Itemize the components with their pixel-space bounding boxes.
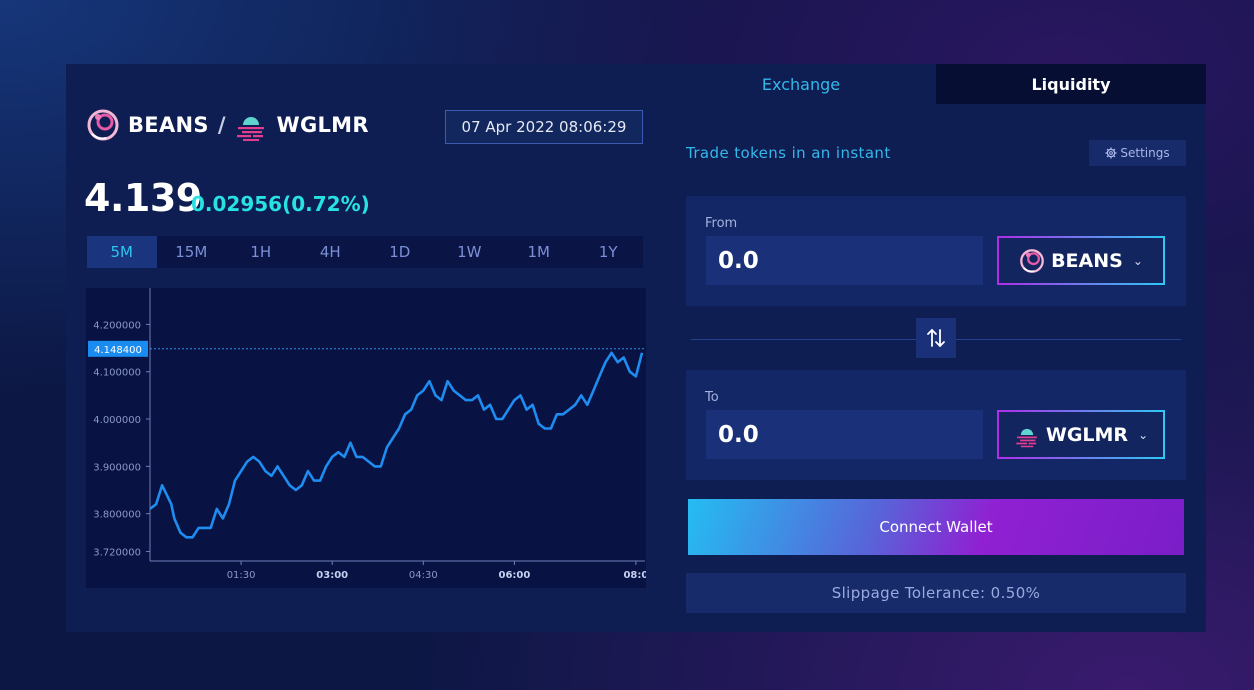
timeframe-15m[interactable]: 15M — [175, 243, 208, 261]
beans-token-icon — [1020, 248, 1044, 273]
x-tick-label: 08:0 — [623, 570, 646, 581]
beans-token-icon — [87, 109, 119, 141]
price-series-line — [149, 351, 644, 539]
timestamp-box: 07 Apr 2022 08:06:29 — [445, 110, 643, 144]
timeframe-selector: 5M 15M 1H 4H 1D 1W 1M 1Y — [87, 236, 643, 268]
timeframe-1m[interactable]: 1M — [527, 243, 551, 261]
from-amount-input[interactable] — [706, 236, 983, 285]
price-chart-svg[interactable]: 4.200000 4.100000 4.000000 3.900000 3.800000… — [86, 288, 648, 588]
price-chart[interactable]: 4.200000 4.100000 4.000000 3.900000 3.800000… — [86, 288, 648, 588]
timeframe-1h[interactable]: 1H — [250, 243, 272, 261]
wglmr-token-icon — [1016, 428, 1037, 447]
to-box: To WGLMR ⌄ — [686, 370, 1186, 480]
tab-bar: Exchange Liquidity — [666, 64, 1206, 104]
to-label: To — [705, 390, 719, 405]
base-token: BEANS — [86, 108, 209, 142]
quote-token: WGLMR — [234, 108, 369, 142]
gear-icon — [1105, 147, 1117, 159]
x-tick-label: 03:00 — [316, 570, 348, 581]
from-label: From — [705, 216, 738, 231]
quote-token-label: WGLMR — [276, 113, 369, 137]
y-tick-label: 3.720000 — [93, 548, 141, 559]
current-price: 4.139 — [84, 176, 202, 220]
price-change: 0.02956(0.72%) — [191, 192, 370, 216]
wglmr-token-icon — [237, 117, 265, 141]
timeframe-1w[interactable]: 1W — [457, 243, 482, 261]
from-token-select[interactable]: BEANS ⌄ — [997, 236, 1165, 285]
x-tick-label: 04:30 — [409, 570, 438, 581]
y-tick-label: 4.100000 — [93, 368, 141, 379]
current-price-label: 4.148400 — [94, 345, 142, 356]
x-tick-label: 06:00 — [498, 570, 530, 581]
y-tick-label: 3.800000 — [93, 510, 141, 521]
to-amount-input[interactable] — [706, 410, 983, 459]
from-box: From BEANS ⌄ — [686, 196, 1186, 306]
timeframe-1d[interactable]: 1D — [389, 243, 411, 261]
swap-direction-button[interactable] — [916, 318, 956, 358]
y-tick-label: 3.900000 — [93, 462, 141, 473]
to-token-select[interactable]: WGLMR ⌄ — [997, 410, 1165, 459]
y-tick-label: 4.000000 — [93, 415, 141, 426]
pair-separator: / — [217, 113, 226, 137]
to-token-label: WGLMR — [1045, 423, 1129, 446]
slippage-tolerance[interactable]: Slippage Tolerance: 0.50% — [686, 573, 1186, 613]
trade-title: Trade tokens in an instant — [686, 144, 891, 162]
from-token-label: BEANS — [1051, 249, 1123, 272]
settings-label: Settings — [1120, 146, 1170, 160]
connect-wallet-button[interactable]: Connect Wallet — [688, 499, 1184, 555]
chevron-down-icon: ⌄ — [1138, 427, 1149, 442]
swap-arrows-icon — [927, 328, 945, 348]
y-tick-label: 4.200000 — [93, 320, 141, 331]
settings-button[interactable]: Settings — [1089, 140, 1186, 166]
swap-panel: BEANS / WGLMR 07 Apr 2022 08:06:29 4.139… — [66, 64, 1206, 632]
chevron-down-icon: ⌄ — [1132, 253, 1143, 268]
base-token-label: BEANS — [128, 113, 209, 137]
tab-exchange[interactable]: Exchange — [666, 64, 936, 104]
timeframe-4h[interactable]: 4H — [319, 243, 341, 261]
timeframe-1y[interactable]: 1Y — [598, 243, 618, 261]
pair-header: BEANS / WGLMR — [86, 108, 369, 142]
timeframe-5m[interactable]: 5M — [87, 236, 157, 268]
x-tick-label: 01:30 — [227, 570, 256, 581]
current-price-badge — [88, 340, 148, 357]
tab-liquidity[interactable]: Liquidity — [936, 64, 1206, 104]
